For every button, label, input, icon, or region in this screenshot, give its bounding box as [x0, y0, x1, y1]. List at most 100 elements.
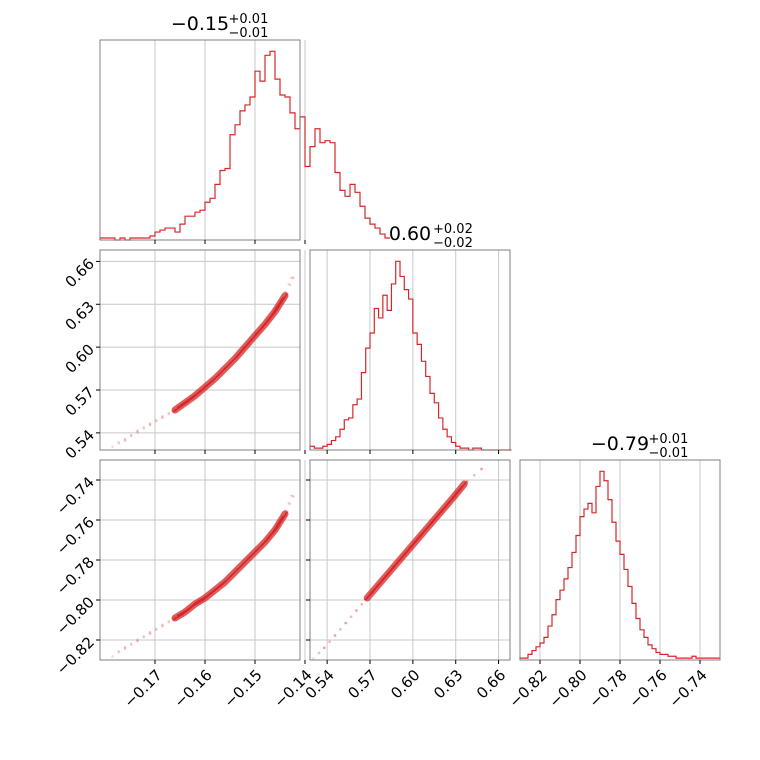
sample-point — [142, 426, 145, 429]
sample-point — [480, 467, 484, 471]
sample-point — [117, 650, 121, 654]
sample-point — [148, 631, 152, 635]
sample-point — [328, 640, 331, 643]
sample-point — [111, 445, 114, 448]
sample-point — [167, 620, 170, 623]
sample-point — [130, 643, 133, 646]
x-tick-label: −0.74 — [666, 666, 711, 711]
histogram-panel: 0.60 +0.02−0.02 — [309, 222, 512, 454]
sample-point — [167, 620, 171, 624]
x-tick-label: −0.16 — [171, 666, 216, 711]
y-tick-label: 0.57 — [62, 383, 98, 419]
title-plus-error: +0.01 — [229, 12, 269, 27]
panel-frame — [309, 249, 511, 451]
scatter-panel: 0.540.570.600.630.66 — [62, 249, 306, 462]
sample-point — [290, 494, 293, 497]
y-tick-label: −0.78 — [53, 553, 98, 598]
sample-point — [161, 414, 164, 418]
sample-point — [142, 427, 146, 430]
sample-point — [287, 282, 291, 286]
sample-point — [355, 609, 358, 612]
sample-point — [328, 640, 332, 644]
sample-point — [123, 439, 127, 442]
sample-point — [129, 642, 133, 646]
density-band — [171, 510, 289, 622]
title-median: −0.79 — [591, 433, 649, 455]
sample-point — [136, 638, 139, 641]
sample-point — [123, 438, 127, 442]
sample-point — [148, 422, 152, 425]
sample-point — [323, 646, 326, 649]
sample-point — [344, 621, 348, 625]
sample-point — [287, 501, 291, 505]
sample-point — [167, 412, 171, 416]
sample-point — [123, 646, 127, 650]
sample-point — [322, 646, 326, 650]
sample-point — [473, 473, 476, 477]
sample-point — [349, 615, 353, 619]
histogram-step — [99, 50, 390, 241]
y-tick-label: −0.80 — [53, 593, 98, 638]
x-tick-label: 0.63 — [430, 666, 466, 702]
y-tick-label: −0.76 — [53, 513, 98, 558]
x-tick-label: −0.78 — [586, 666, 631, 711]
x-tick-label: 0.57 — [344, 666, 380, 702]
sample-point — [480, 467, 483, 471]
x-tick-label: −0.80 — [546, 666, 591, 711]
sample-point — [338, 627, 342, 631]
sample-point — [136, 430, 139, 433]
sample-point — [148, 423, 152, 427]
sample-point — [161, 625, 164, 628]
x-tick-label: −0.82 — [506, 666, 551, 711]
sample-point — [317, 651, 321, 655]
sample-point — [291, 276, 294, 280]
title-minus-error: −0.01 — [649, 446, 689, 461]
y-tick-label: 0.54 — [62, 426, 98, 462]
sample-point — [317, 651, 321, 655]
sample-point — [136, 429, 139, 432]
histogram-step — [309, 260, 512, 451]
sample-point — [136, 639, 139, 642]
sample-point — [292, 276, 295, 280]
sample-point — [288, 283, 292, 287]
sample-point — [123, 645, 127, 649]
sample-point — [123, 437, 127, 440]
sample-point — [472, 474, 476, 477]
sample-point — [344, 621, 348, 625]
sample-point — [130, 434, 133, 438]
scatter-panel: −0.17 −0.16 −0.15 −0.14−0.82−0.80−0.78−0.76… — [53, 459, 316, 711]
histogram-title: −0.15 — [171, 13, 229, 35]
contour-level — [172, 515, 284, 621]
sample-point — [333, 634, 337, 637]
sample-point — [123, 647, 127, 651]
histogram-title: 0.60 — [389, 223, 431, 245]
sample-point — [161, 415, 164, 419]
histogram-title: −0.79 — [591, 433, 649, 455]
sample-point — [117, 650, 120, 653]
contour-level — [364, 485, 463, 601]
sample-point — [142, 635, 146, 639]
sample-point — [117, 440, 120, 444]
x-tick-label: −0.15 — [221, 666, 266, 711]
title-median: −0.15 — [171, 13, 229, 35]
sample-point — [155, 628, 158, 631]
sample-point — [333, 634, 337, 637]
sample-point — [292, 495, 295, 498]
x-tick-label: 0.60 — [387, 666, 423, 702]
sample-point — [154, 627, 158, 631]
sample-point — [344, 621, 347, 625]
panel-frame — [99, 39, 301, 241]
sample-point — [117, 442, 121, 445]
sample-point — [161, 416, 164, 420]
sample-point — [136, 640, 139, 643]
sample-point — [129, 433, 133, 437]
x-tick-label: −0.76 — [626, 666, 671, 711]
contour-level — [172, 297, 284, 413]
contour-level — [176, 293, 288, 409]
sample-point — [355, 609, 358, 612]
panel-frame — [99, 249, 301, 451]
title-median: 0.60 — [389, 223, 431, 245]
sample-point — [161, 623, 164, 626]
